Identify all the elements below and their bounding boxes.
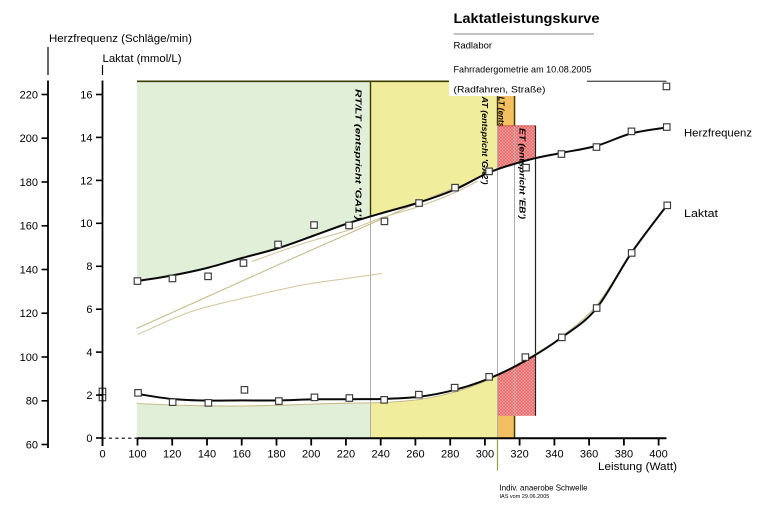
svg-text:140: 140: [198, 449, 216, 461]
svg-text:360: 360: [580, 449, 598, 461]
svg-text:120: 120: [20, 308, 38, 320]
svg-text:IAS vom 29.06.2005: IAS vom 29.06.2005: [500, 494, 550, 500]
svg-text:400: 400: [649, 449, 667, 461]
svg-text:LT (entspricht 'WSA'): LT (entspricht 'WSA'): [497, 97, 506, 177]
svg-text:Laktatleistungskurve: Laktatleistungskurve: [454, 11, 601, 26]
svg-text:260: 260: [406, 449, 424, 461]
svg-text:280: 280: [441, 449, 459, 461]
svg-text:AT (entspricht 'GA2'): AT (entspricht 'GA2'): [480, 95, 489, 184]
svg-text:4: 4: [86, 347, 92, 359]
svg-text:220: 220: [337, 449, 355, 461]
svg-text:100: 100: [128, 449, 146, 461]
svg-text:Fahrradergometrie am 10.08.200: Fahrradergometrie am 10.08.2005: [454, 65, 592, 76]
svg-text:6: 6: [86, 304, 92, 316]
svg-text:160: 160: [233, 449, 251, 461]
svg-text:16: 16: [80, 89, 92, 101]
svg-text:240: 240: [372, 449, 390, 461]
svg-text:80: 80: [26, 396, 38, 408]
svg-text:Indiv. anaerobe Schwelle: Indiv. anaerobe Schwelle: [500, 483, 588, 493]
svg-text:100: 100: [20, 352, 38, 364]
svg-text:Laktat: Laktat: [684, 208, 718, 220]
svg-text:140: 140: [20, 264, 38, 276]
svg-text:180: 180: [20, 177, 38, 189]
svg-text:Herzfrequenz (Schläge/min): Herzfrequenz (Schläge/min): [49, 33, 192, 45]
svg-text:380: 380: [615, 449, 633, 461]
svg-text:200: 200: [20, 133, 38, 145]
svg-text:Herzfrequenz: Herzfrequenz: [684, 128, 752, 140]
svg-text:10: 10: [80, 218, 92, 230]
svg-text:Leistung (Watt): Leistung (Watt): [598, 461, 677, 473]
svg-text:300: 300: [476, 449, 494, 461]
svg-text:200: 200: [302, 449, 320, 461]
svg-text:(Radfahren, Straße): (Radfahren, Straße): [454, 85, 546, 96]
svg-text:RT/LT (entspricht 'GA1'): RT/LT (entspricht 'GA1'): [354, 89, 363, 220]
svg-text:340: 340: [545, 449, 563, 461]
svg-text:14: 14: [80, 132, 92, 144]
svg-text:160: 160: [20, 221, 38, 233]
svg-text:220: 220: [20, 89, 38, 101]
svg-text:Radlabor: Radlabor: [454, 41, 493, 52]
svg-text:120: 120: [163, 449, 181, 461]
svg-text:60: 60: [26, 439, 38, 451]
svg-text:12: 12: [80, 175, 92, 187]
svg-text:ET (entspricht 'EB'): ET (entspricht 'EB'): [518, 128, 527, 219]
svg-text:8: 8: [86, 261, 92, 273]
svg-text:0: 0: [86, 433, 92, 445]
svg-text:320: 320: [510, 449, 528, 461]
svg-text:Laktat (mmol/L): Laktat (mmol/L): [103, 53, 182, 65]
svg-text:0: 0: [99, 449, 105, 461]
svg-text:180: 180: [267, 449, 285, 461]
svg-text:2: 2: [86, 390, 92, 402]
